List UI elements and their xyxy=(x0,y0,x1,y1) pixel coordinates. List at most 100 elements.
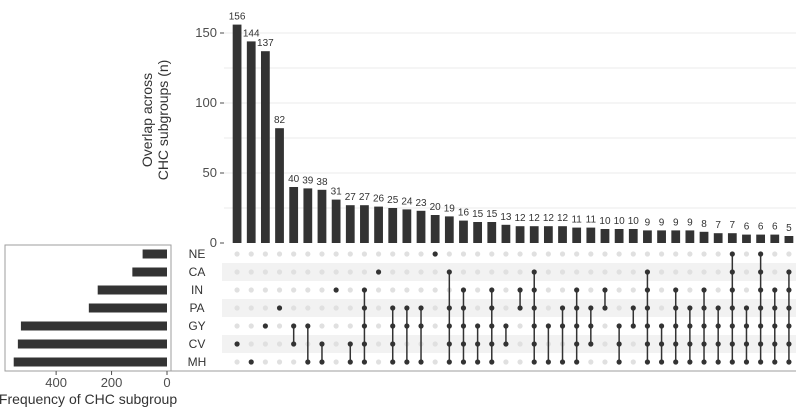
set-label-in: IN xyxy=(191,283,203,297)
intersection-value-label: 5 xyxy=(786,223,792,234)
matrix-dot-active xyxy=(616,341,622,347)
matrix-dot-active xyxy=(460,305,467,311)
intersection-value-label: 20 xyxy=(430,202,442,213)
matrix-dot-active xyxy=(658,359,665,365)
matrix-dot-active xyxy=(758,287,764,293)
set-size-bar-gy xyxy=(20,321,168,331)
matrix-background xyxy=(170,263,796,372)
matrix-dot-active xyxy=(772,341,778,347)
matrix-dot-inactive xyxy=(588,269,594,275)
intersection-bar xyxy=(657,230,666,243)
intersection-bar xyxy=(501,224,511,243)
matrix-dot-active xyxy=(701,287,707,293)
intersection-value-label: 10 xyxy=(628,216,640,227)
matrix-dot-inactive xyxy=(630,287,636,293)
matrix-dot-inactive xyxy=(262,341,268,347)
matrix-dot-inactive xyxy=(545,251,551,257)
matrix-dot-active xyxy=(673,341,679,347)
matrix-dot-active xyxy=(489,287,495,293)
matrix-dot-inactive xyxy=(644,251,651,257)
matrix-dot-active xyxy=(729,269,735,275)
intersection-gridlines xyxy=(224,32,796,209)
set-size-tick-label: 0 xyxy=(163,375,170,390)
matrix-dot-active xyxy=(432,251,438,257)
matrix-dot-active xyxy=(574,305,580,311)
intersection-bar xyxy=(345,205,355,243)
matrix-dot-active xyxy=(644,287,651,293)
matrix-dot-inactive xyxy=(276,341,283,347)
intersection-bar xyxy=(628,229,638,243)
matrix-dot-inactive xyxy=(772,269,778,275)
matrix-dot-active xyxy=(786,323,792,329)
matrix-dot-active xyxy=(460,323,467,329)
matrix-dot-active xyxy=(475,341,481,347)
intersection-value-label: 39 xyxy=(302,175,314,186)
matrix-dot-active xyxy=(305,323,311,329)
matrix-dot-active xyxy=(531,269,537,275)
matrix-dot-active xyxy=(559,323,566,329)
matrix-dot-active xyxy=(574,341,580,347)
intersection-bar xyxy=(614,229,624,243)
matrix-dot-active xyxy=(531,359,537,365)
matrix-dot-inactive xyxy=(743,287,750,293)
intersection-value-label: 7 xyxy=(715,220,721,231)
intersection-bar xyxy=(756,234,766,243)
matrix-dot-active xyxy=(630,323,636,329)
matrix-dot-inactive xyxy=(687,251,693,257)
matrix-dot-inactive xyxy=(404,269,410,275)
intersection-bar xyxy=(289,187,299,243)
intersection-bar xyxy=(699,231,709,243)
matrix-dot-inactive xyxy=(531,251,537,257)
matrix-dot-inactive xyxy=(262,359,268,365)
matrix-dot-inactive xyxy=(262,251,268,257)
matrix-dot-active xyxy=(644,305,651,311)
matrix-dot-inactive xyxy=(291,251,297,257)
matrix-dot-active xyxy=(729,251,735,257)
matrix-dot-active xyxy=(644,269,651,275)
y-tick-label: 150 xyxy=(195,25,217,40)
matrix-dot-inactive xyxy=(602,359,608,365)
matrix-dot-inactive xyxy=(347,305,353,311)
matrix-dot-active xyxy=(729,323,735,329)
matrix-dot-active xyxy=(715,323,721,329)
matrix-dot-active xyxy=(390,359,396,365)
matrix-dot-inactive xyxy=(475,269,481,275)
intersection-value-label: 6 xyxy=(758,222,764,233)
matrix-dot-active xyxy=(460,359,467,365)
matrix-dot-inactive xyxy=(361,269,368,275)
y-tick-label: 50 xyxy=(203,165,217,180)
intersection-value-label: 10 xyxy=(614,216,626,227)
matrix-dot-active xyxy=(772,323,778,329)
matrix-dot-inactive xyxy=(658,287,665,293)
matrix-dot-inactive xyxy=(319,305,325,311)
matrix-dot-active xyxy=(347,341,353,347)
matrix-dot-active xyxy=(687,359,693,365)
matrix-dot-active xyxy=(786,269,792,275)
matrix-dot-inactive xyxy=(305,251,311,257)
intersection-value-label: 24 xyxy=(401,196,413,207)
intersection-value-label: 12 xyxy=(529,213,541,224)
matrix-dot-active xyxy=(786,341,792,347)
matrix-dot-inactive xyxy=(545,305,551,311)
intersection-y-axis: 0 50 100 150 xyxy=(195,25,224,250)
matrix-dot-inactive xyxy=(234,251,240,257)
matrix-dot-active xyxy=(644,341,651,347)
matrix-dot-active xyxy=(786,359,792,365)
intersection-value-label: 27 xyxy=(359,192,371,203)
matrix-dot-inactive xyxy=(390,269,396,275)
intersection-bar xyxy=(543,226,553,243)
intersection-value-label: 19 xyxy=(444,203,456,214)
matrix-dot-inactive xyxy=(333,269,339,275)
matrix-dot-inactive xyxy=(602,323,608,329)
matrix-dot-inactive xyxy=(234,305,240,311)
matrix-dot-active xyxy=(248,359,254,365)
matrix-dot-inactive xyxy=(375,323,382,329)
intersection-bar xyxy=(317,189,327,243)
matrix-dot-inactive xyxy=(559,287,566,293)
matrix-dot-inactive xyxy=(333,359,339,365)
matrix-dot-active xyxy=(588,305,594,311)
intersection-value-label: 10 xyxy=(599,216,611,227)
intersection-value-label: 12 xyxy=(543,213,555,224)
intersection-value-label: 8 xyxy=(701,219,707,230)
intersection-bar xyxy=(374,206,383,243)
